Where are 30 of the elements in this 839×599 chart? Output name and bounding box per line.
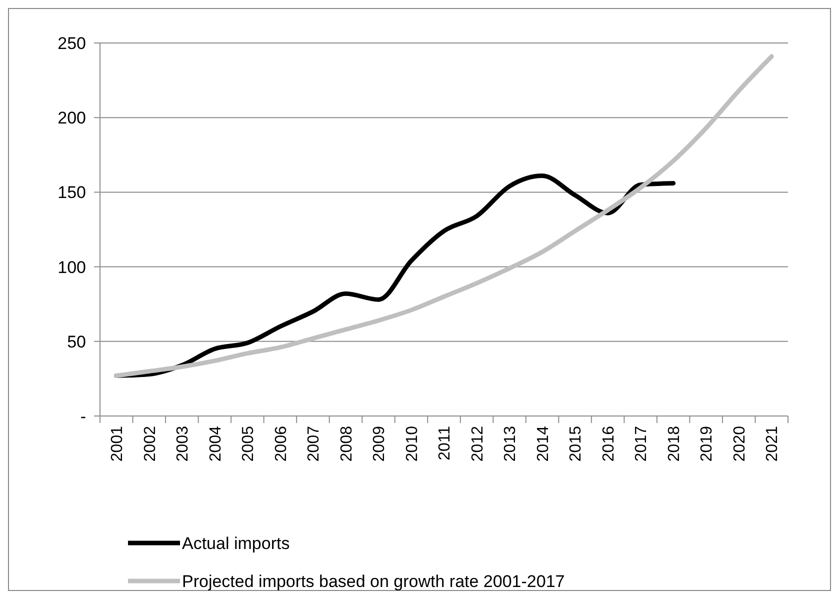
x-tick-label: 2003 (174, 426, 192, 462)
x-tick-label: 2007 (306, 426, 323, 462)
x-tick-label: 2020 (731, 426, 748, 462)
legend-label: Actual imports (182, 534, 290, 553)
x-tick-label: 2014 (534, 426, 552, 462)
y-tick-label: - (80, 406, 86, 426)
x-tick-label: 2012 (469, 426, 486, 462)
y-tick-label: 100 (58, 258, 86, 277)
x-tick-label: 2001 (108, 426, 126, 462)
x-tick-label: 2017 (633, 426, 650, 462)
x-tick-label: 2002 (142, 426, 159, 462)
x-tick-label: 2021 (764, 426, 782, 462)
x-tick-label: 2013 (502, 426, 520, 462)
y-tick-label: 50 (67, 332, 86, 352)
x-tick-label: 2010 (404, 426, 421, 462)
x-tick-label: 2015 (568, 426, 585, 462)
x-tick-label: 2005 (240, 426, 258, 462)
y-tick-label: 150 (58, 183, 86, 202)
x-tick-label: 2018 (666, 426, 683, 462)
x-tick-label: 2011 (436, 426, 454, 460)
legend-label: Projected imports based on growth rate 2001-2017 (182, 572, 565, 591)
x-tick-label: 2008 (338, 426, 356, 462)
x-tick-label: 2016 (600, 426, 618, 462)
x-tick-label: 2019 (698, 426, 716, 462)
x-tick-label: 2009 (371, 426, 388, 462)
line-series (114, 54, 774, 378)
x-tick-label: 2006 (272, 426, 290, 462)
y-tick-label: 200 (58, 108, 86, 128)
y-tick-label: 250 (58, 34, 86, 53)
x-tick-label: 2004 (207, 426, 224, 462)
